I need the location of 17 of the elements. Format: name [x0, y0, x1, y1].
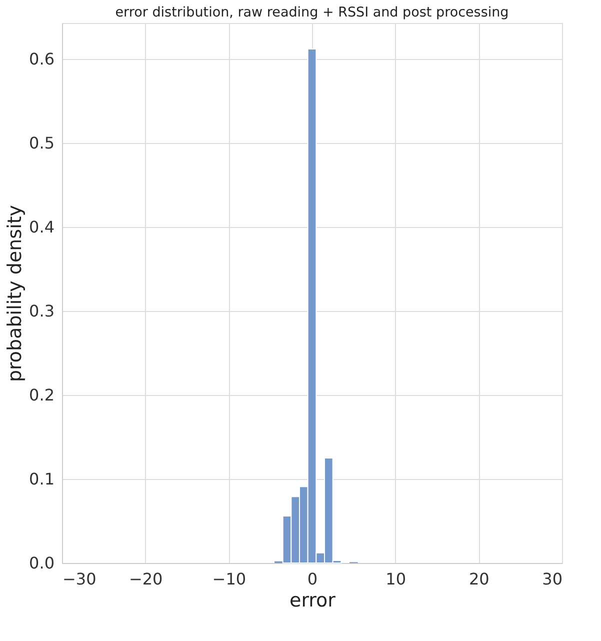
x-tick-label: 0	[307, 570, 318, 588]
chart-title: error distribution, raw reading + RSSI and post processing	[115, 4, 509, 20]
y-tick-label: 0.3	[29, 302, 54, 321]
y-tick-label: 0.5	[29, 134, 54, 153]
x-tick-label: −30	[62, 570, 96, 588]
x-tick-label: −10	[212, 570, 246, 588]
x-tick-label: −20	[128, 570, 163, 588]
y-tick-label: 0.2	[29, 386, 54, 405]
x-axis-title: error	[290, 590, 336, 612]
x-tick-label: 20	[468, 570, 490, 588]
y-tick-label: 0.6	[29, 50, 54, 69]
x-tick-label: 10	[386, 570, 406, 588]
y-tick-label: 0.4	[29, 218, 54, 237]
x-tick-label: 30	[542, 570, 562, 588]
y-tick-label: 0.1	[29, 470, 54, 489]
y-tick-label: 0.0	[29, 554, 54, 572]
y-axis-title: probability density	[4, 204, 26, 382]
